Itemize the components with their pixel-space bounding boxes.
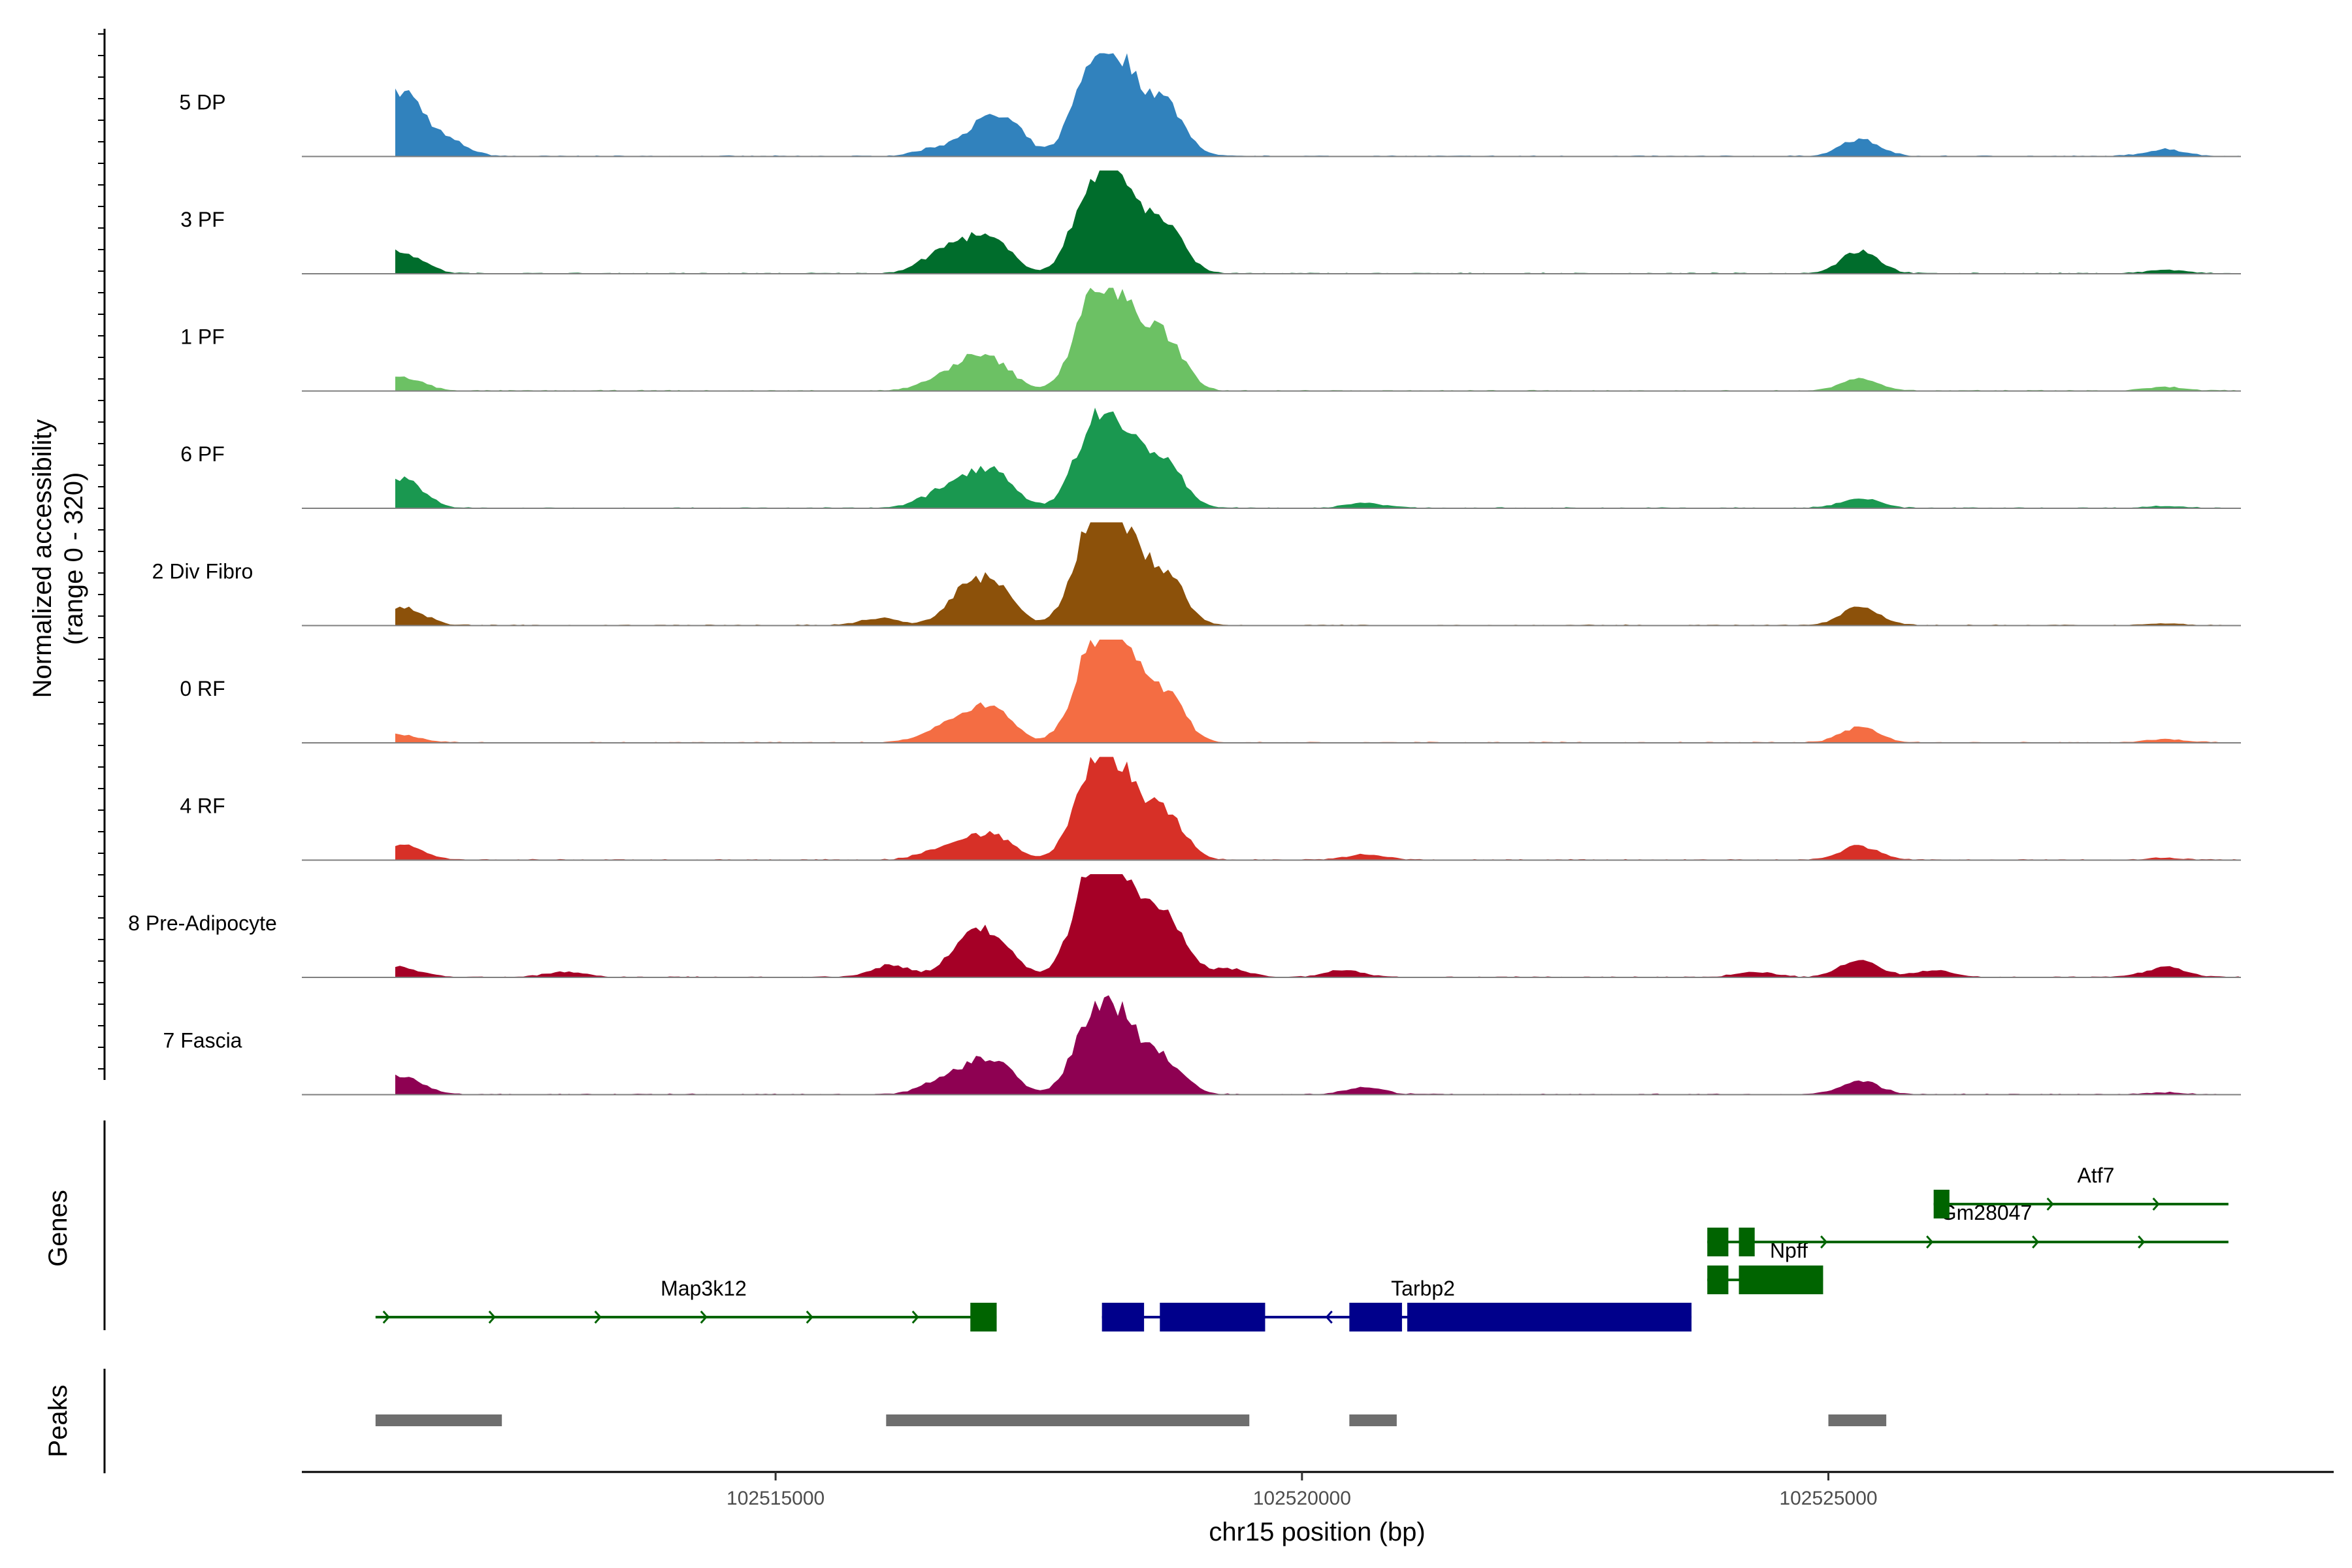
strand-arrow	[382, 1311, 390, 1324]
track-label: 6 PF	[180, 442, 225, 466]
coverage-area	[395, 53, 2241, 157]
exon	[1349, 1303, 1402, 1331]
track-1: 3 PF	[180, 171, 2241, 274]
x-tick-label: 102525000	[1779, 1488, 1877, 1509]
x-axis-title: chr15 position (bp)	[1209, 1518, 1425, 1546]
track-label: 8 Pre-Adipocyte	[128, 911, 277, 935]
peak-bar	[886, 1414, 1250, 1426]
track-6: 4 RF	[180, 757, 2241, 861]
strand-arrow	[1325, 1311, 1333, 1324]
coverage-area	[395, 995, 2241, 1095]
track-5: 0 RF	[180, 640, 2241, 743]
coverage-area	[395, 640, 2241, 743]
track-label: 0 RF	[180, 677, 225, 700]
peak-bar	[375, 1414, 502, 1426]
track-4: 2 Div Fibro	[152, 522, 2241, 627]
exon	[1707, 1266, 1729, 1294]
y-axis-range-label: (range 0 - 320)	[59, 472, 88, 645]
gene-atf7: Atf7	[1933, 1164, 2229, 1218]
track-label: 5 DP	[179, 91, 225, 114]
peak-bar	[1828, 1414, 1887, 1426]
exon	[1933, 1190, 1950, 1218]
coverage-area	[395, 287, 2241, 391]
exon	[1707, 1228, 1729, 1256]
coverage-area	[395, 171, 2241, 274]
peaks-track	[375, 1414, 1887, 1426]
strand-arrow	[700, 1311, 708, 1324]
track-label: 4 RF	[180, 794, 225, 818]
track-0: 5 DP	[179, 53, 2241, 157]
x-tick-label: 102520000	[1253, 1488, 1351, 1509]
gene-tarbp2: Tarbp2	[1102, 1277, 1692, 1331]
strand-arrow	[806, 1311, 813, 1324]
coverage-area	[395, 522, 2241, 626]
strand-arrow	[1926, 1235, 1934, 1249]
track-7: 8 Pre-Adipocyte	[128, 874, 2241, 978]
gene-label: Tarbp2	[1391, 1277, 1455, 1300]
exon	[970, 1303, 997, 1331]
y-axis-title: Normalized accessibility	[28, 419, 57, 698]
x-tick-label: 102515000	[727, 1488, 825, 1509]
coverage-area	[395, 757, 2241, 860]
strand-arrow	[2138, 1235, 2146, 1249]
strand-arrow	[2152, 1198, 2160, 1211]
accessibility-tracks: 5 DP 3 PF 1 PF 6 PF 2 Div Fibro 0 RF 4 RF 8 Pre…	[128, 53, 2241, 1096]
gene-label: Atf7	[2078, 1164, 2115, 1187]
track-label: 2 Div Fibro	[152, 560, 253, 583]
axes: Normalized accessibility (range 0 - 320)…	[28, 29, 2334, 1546]
track-label: 3 PF	[180, 208, 225, 231]
peak-bar	[1349, 1414, 1397, 1426]
genes-track-label: Genes	[44, 1190, 73, 1267]
exon	[1160, 1303, 1266, 1331]
strand-arrow	[1820, 1235, 1828, 1249]
track-8: 7 Fascia	[163, 995, 2241, 1096]
strand-arrow	[488, 1311, 496, 1324]
exon	[1407, 1303, 1692, 1331]
coverage-area	[395, 407, 2241, 508]
track-3: 6 PF	[180, 407, 2241, 509]
exon	[1739, 1228, 1755, 1256]
track-label: 1 PF	[180, 325, 225, 349]
track-label: 7 Fascia	[163, 1029, 242, 1053]
exon	[1739, 1266, 1823, 1294]
strand-arrow	[911, 1311, 919, 1324]
strand-arrow	[2046, 1198, 2054, 1211]
strand-arrow	[2032, 1235, 2040, 1249]
coverage-area	[395, 874, 2241, 977]
exon	[1102, 1303, 1145, 1331]
track-2: 1 PF	[180, 287, 2241, 392]
gene-npff: Npff	[1707, 1239, 1823, 1294]
gene-label: Map3k12	[661, 1277, 747, 1300]
gene-gm28047: Gm28047	[1707, 1201, 2229, 1256]
gene-map3k12: Map3k12	[375, 1277, 997, 1331]
peaks-track-label: Peaks	[44, 1384, 73, 1457]
strand-arrow	[594, 1311, 602, 1324]
